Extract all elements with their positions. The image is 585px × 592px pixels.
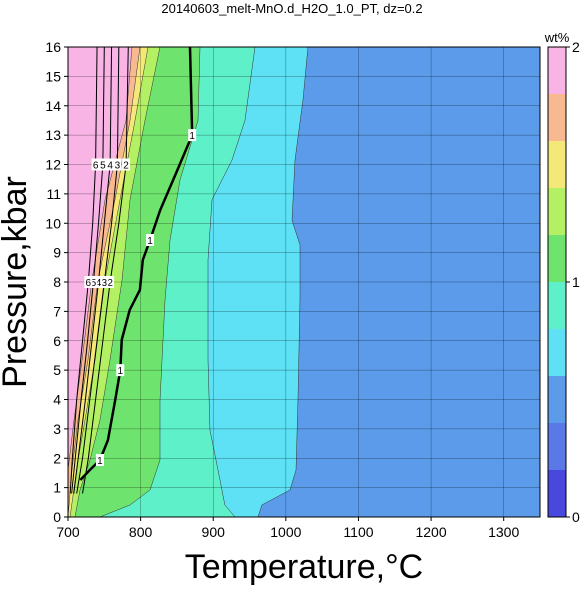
colorbar-band <box>548 47 566 94</box>
x-tick-label: 900 <box>202 524 226 540</box>
contour-label-bg <box>98 158 107 171</box>
contour-label-bg <box>146 233 155 246</box>
colorbar-tick-label: 1 <box>572 274 580 290</box>
contour-line <box>79 47 194 481</box>
colorbar-band <box>548 141 566 188</box>
contour-label-bg <box>95 454 104 467</box>
y-tick-label: 6 <box>53 333 61 349</box>
y-tick-label: 15 <box>45 68 61 84</box>
y-tick-label: 12 <box>45 157 61 173</box>
contour-label: 4 <box>107 161 113 172</box>
contour-label: 6 <box>93 161 99 172</box>
x-tick-label: 1100 <box>343 524 373 540</box>
colorbar-label: wt% <box>544 30 570 45</box>
colorbar-band <box>548 470 566 517</box>
contour-label-bg <box>100 276 109 288</box>
x-tick-label: 800 <box>129 524 153 540</box>
colorbar-band <box>548 282 566 329</box>
colorbar-band <box>548 423 566 470</box>
y-tick-label: 2 <box>53 450 61 466</box>
x-tick-label: 700 <box>56 524 80 540</box>
contour-label: 2 <box>123 161 129 172</box>
contour-label-bg <box>91 158 100 171</box>
colorbar-band <box>548 329 566 376</box>
contour-line <box>71 47 105 494</box>
contour-label: 1 <box>118 366 124 377</box>
x-axis-label: Temperature,°C <box>185 548 423 586</box>
x-tick-label: 1000 <box>270 524 301 540</box>
y-tick-label: 13 <box>45 127 61 143</box>
colorbar-band <box>548 235 566 282</box>
contour-label-bg <box>113 158 122 171</box>
y-tick-label: 0 <box>53 509 61 525</box>
contour-label: 1 <box>147 236 153 247</box>
y-tick-label: 10 <box>45 215 61 231</box>
colorbar-tick-label: 2 <box>572 39 580 55</box>
colorbar-band <box>548 188 566 235</box>
colorbar-band <box>548 376 566 423</box>
contour-label-bg <box>89 276 98 288</box>
contour-label: 3 <box>115 161 121 172</box>
contour-label-bg <box>106 158 115 171</box>
y-tick-label: 4 <box>53 392 61 408</box>
y-axis-label: Pressure,kbar <box>0 176 34 388</box>
y-tick-label: 9 <box>53 245 61 261</box>
x-tick-label: 1200 <box>415 524 446 540</box>
contour-label-bg <box>116 364 125 377</box>
colorbar-band <box>548 94 566 141</box>
y-tick-label: 3 <box>53 421 61 437</box>
contour-line <box>69 47 98 494</box>
contour-label: 1 <box>97 456 103 467</box>
contour-label: 6 <box>86 278 92 289</box>
chart-title: 20140603_melt-MnO.d_H2O_1.0_PT, dz=0.2 <box>161 1 422 16</box>
contour-label: 5 <box>91 278 97 289</box>
contour-label-bg <box>106 276 115 288</box>
y-tick-label: 14 <box>45 98 61 114</box>
contour-label-bg <box>94 276 103 288</box>
contour-line <box>73 47 113 494</box>
contour-line <box>82 47 129 494</box>
contour-label: 1 <box>189 131 195 142</box>
contour-label: 4 <box>96 278 102 289</box>
contour-line <box>76 47 120 494</box>
contour-label: 5 <box>100 161 106 172</box>
y-tick-label: 7 <box>53 303 61 319</box>
y-tick-label: 11 <box>46 186 61 202</box>
y-tick-label: 1 <box>53 480 61 496</box>
contour-label-bg <box>122 158 131 171</box>
contour-label-bg <box>188 129 197 142</box>
contour-label: 2 <box>107 278 113 289</box>
contour-label: 3 <box>102 278 108 289</box>
y-tick-label: 5 <box>53 362 61 378</box>
contour-label-bg <box>84 276 93 288</box>
y-tick-label: 16 <box>45 39 61 55</box>
y-tick-label: 8 <box>53 274 61 290</box>
x-tick-label: 1300 <box>488 524 519 540</box>
colorbar-tick-label: 0 <box>572 509 580 525</box>
